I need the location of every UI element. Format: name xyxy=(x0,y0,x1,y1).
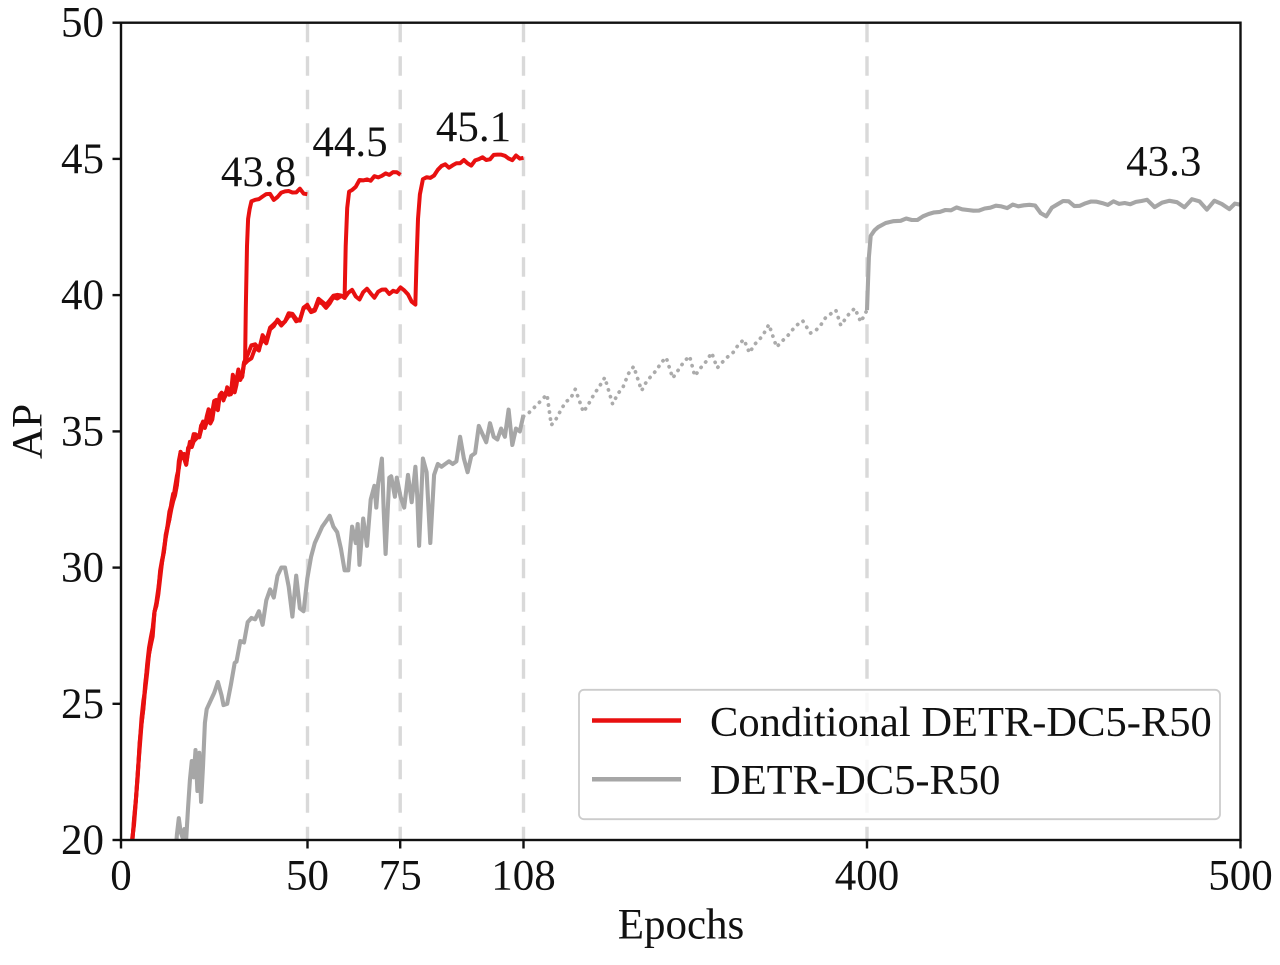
svg-text:108: 108 xyxy=(491,853,556,900)
svg-text:75: 75 xyxy=(379,853,422,900)
svg-text:20: 20 xyxy=(61,817,104,864)
svg-text:43.3: 43.3 xyxy=(1126,139,1201,186)
svg-text:40: 40 xyxy=(61,272,104,319)
svg-text:45: 45 xyxy=(61,136,104,183)
svg-text:35: 35 xyxy=(61,408,104,455)
svg-text:400: 400 xyxy=(835,853,900,900)
svg-text:DETR-DC5-R50: DETR-DC5-R50 xyxy=(710,757,1000,804)
svg-text:25: 25 xyxy=(61,681,104,728)
svg-text:50: 50 xyxy=(61,0,104,47)
svg-text:AP: AP xyxy=(5,404,52,459)
svg-text:45.1: 45.1 xyxy=(436,104,511,151)
svg-text:0: 0 xyxy=(110,853,132,900)
svg-text:44.5: 44.5 xyxy=(312,119,387,166)
svg-text:43.8: 43.8 xyxy=(221,149,296,196)
svg-text:500: 500 xyxy=(1208,853,1273,900)
svg-text:30: 30 xyxy=(61,545,104,592)
svg-text:Conditional DETR-DC5-R50: Conditional DETR-DC5-R50 xyxy=(710,699,1212,746)
svg-text:Epochs: Epochs xyxy=(618,902,745,949)
svg-text:50: 50 xyxy=(286,853,329,900)
